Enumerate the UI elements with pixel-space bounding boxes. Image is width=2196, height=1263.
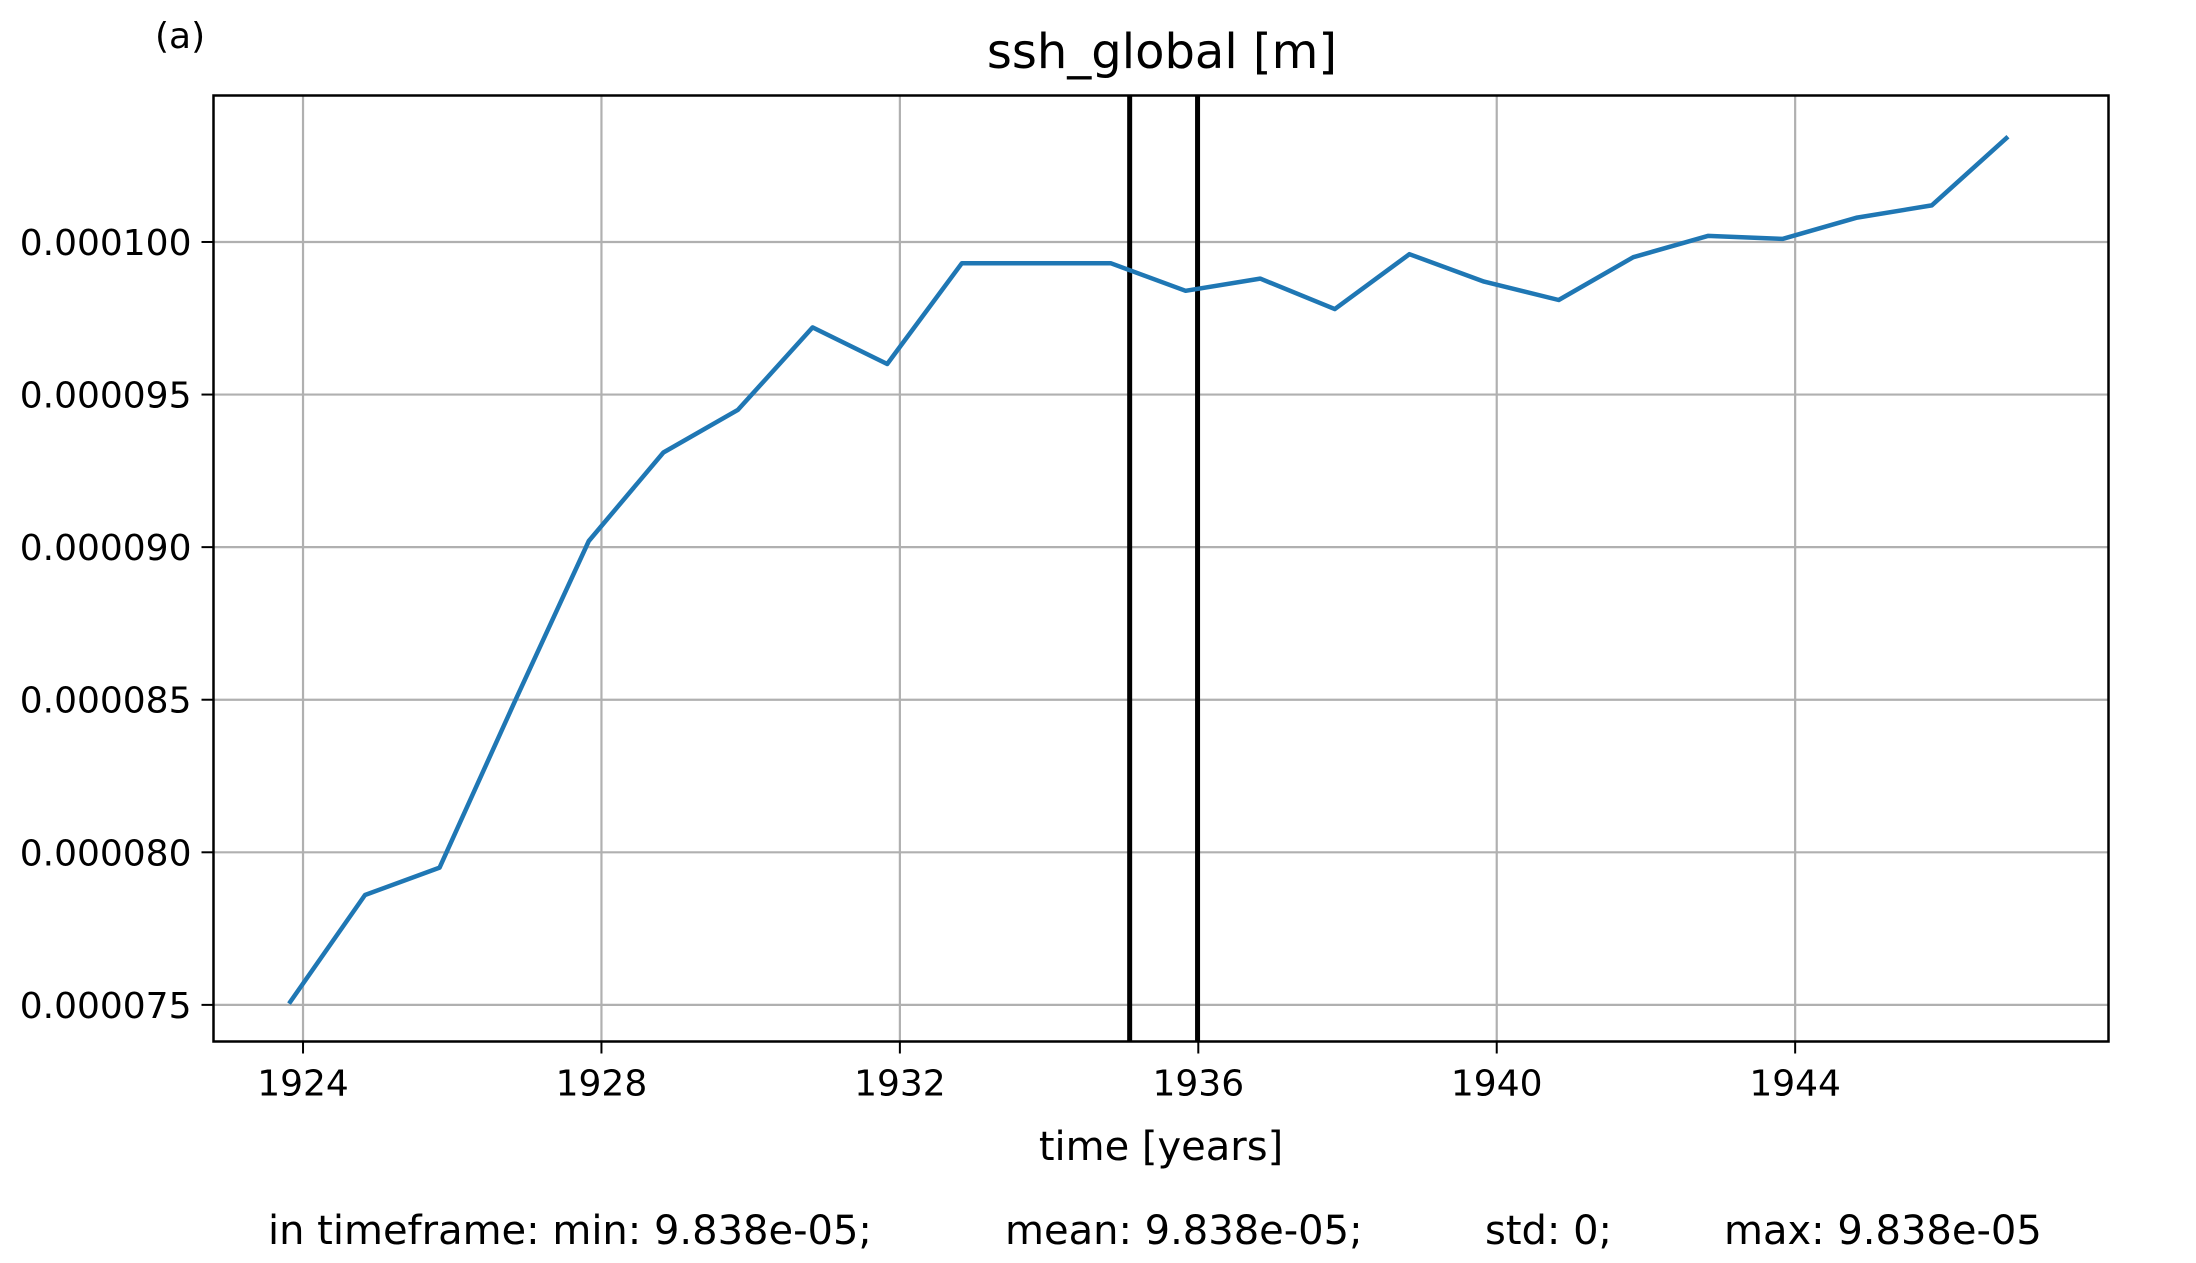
x-tick-label: 1928 bbox=[556, 1064, 648, 1105]
y-tick-label: 0.000090 bbox=[20, 528, 192, 569]
y-tick-label: 0.000080 bbox=[20, 833, 192, 874]
stat-mean: mean: 9.838e-05; bbox=[1005, 1208, 1363, 1254]
stat-std: std: 0; bbox=[1485, 1208, 1613, 1254]
y-tick-label: 0.000100 bbox=[20, 223, 192, 264]
y-tick-label: 0.000085 bbox=[20, 681, 192, 722]
ticks: 1924 1928 1932 1936 1940 1944 0.000075 0.000080… bbox=[20, 223, 1841, 1105]
timeframe-markers bbox=[1127, 95, 1201, 1042]
y-tick-label: 0.000095 bbox=[20, 376, 192, 417]
x-tick-label: 1932 bbox=[854, 1064, 946, 1105]
plot-frame bbox=[212, 94, 2110, 1043]
y-tick-label: 0.000075 bbox=[20, 986, 192, 1027]
series bbox=[287, 135, 2010, 1005]
stat-max: max: 9.838e-05 bbox=[1724, 1208, 2042, 1254]
x-axis-label: time [years] bbox=[1039, 1124, 1283, 1170]
x-tick-label: 1924 bbox=[257, 1064, 349, 1105]
x-tick-label: 1936 bbox=[1152, 1064, 1244, 1105]
series-line bbox=[287, 135, 2010, 1005]
chart-title: ssh_global [m] bbox=[987, 24, 1337, 80]
stat-min: in timeframe: min: 9.838e-05; bbox=[268, 1208, 872, 1254]
panel-label: (a) bbox=[155, 16, 205, 57]
x-tick-label: 1940 bbox=[1451, 1064, 1543, 1105]
x-tick-label: 1944 bbox=[1749, 1064, 1841, 1105]
grid bbox=[213, 95, 2109, 1042]
